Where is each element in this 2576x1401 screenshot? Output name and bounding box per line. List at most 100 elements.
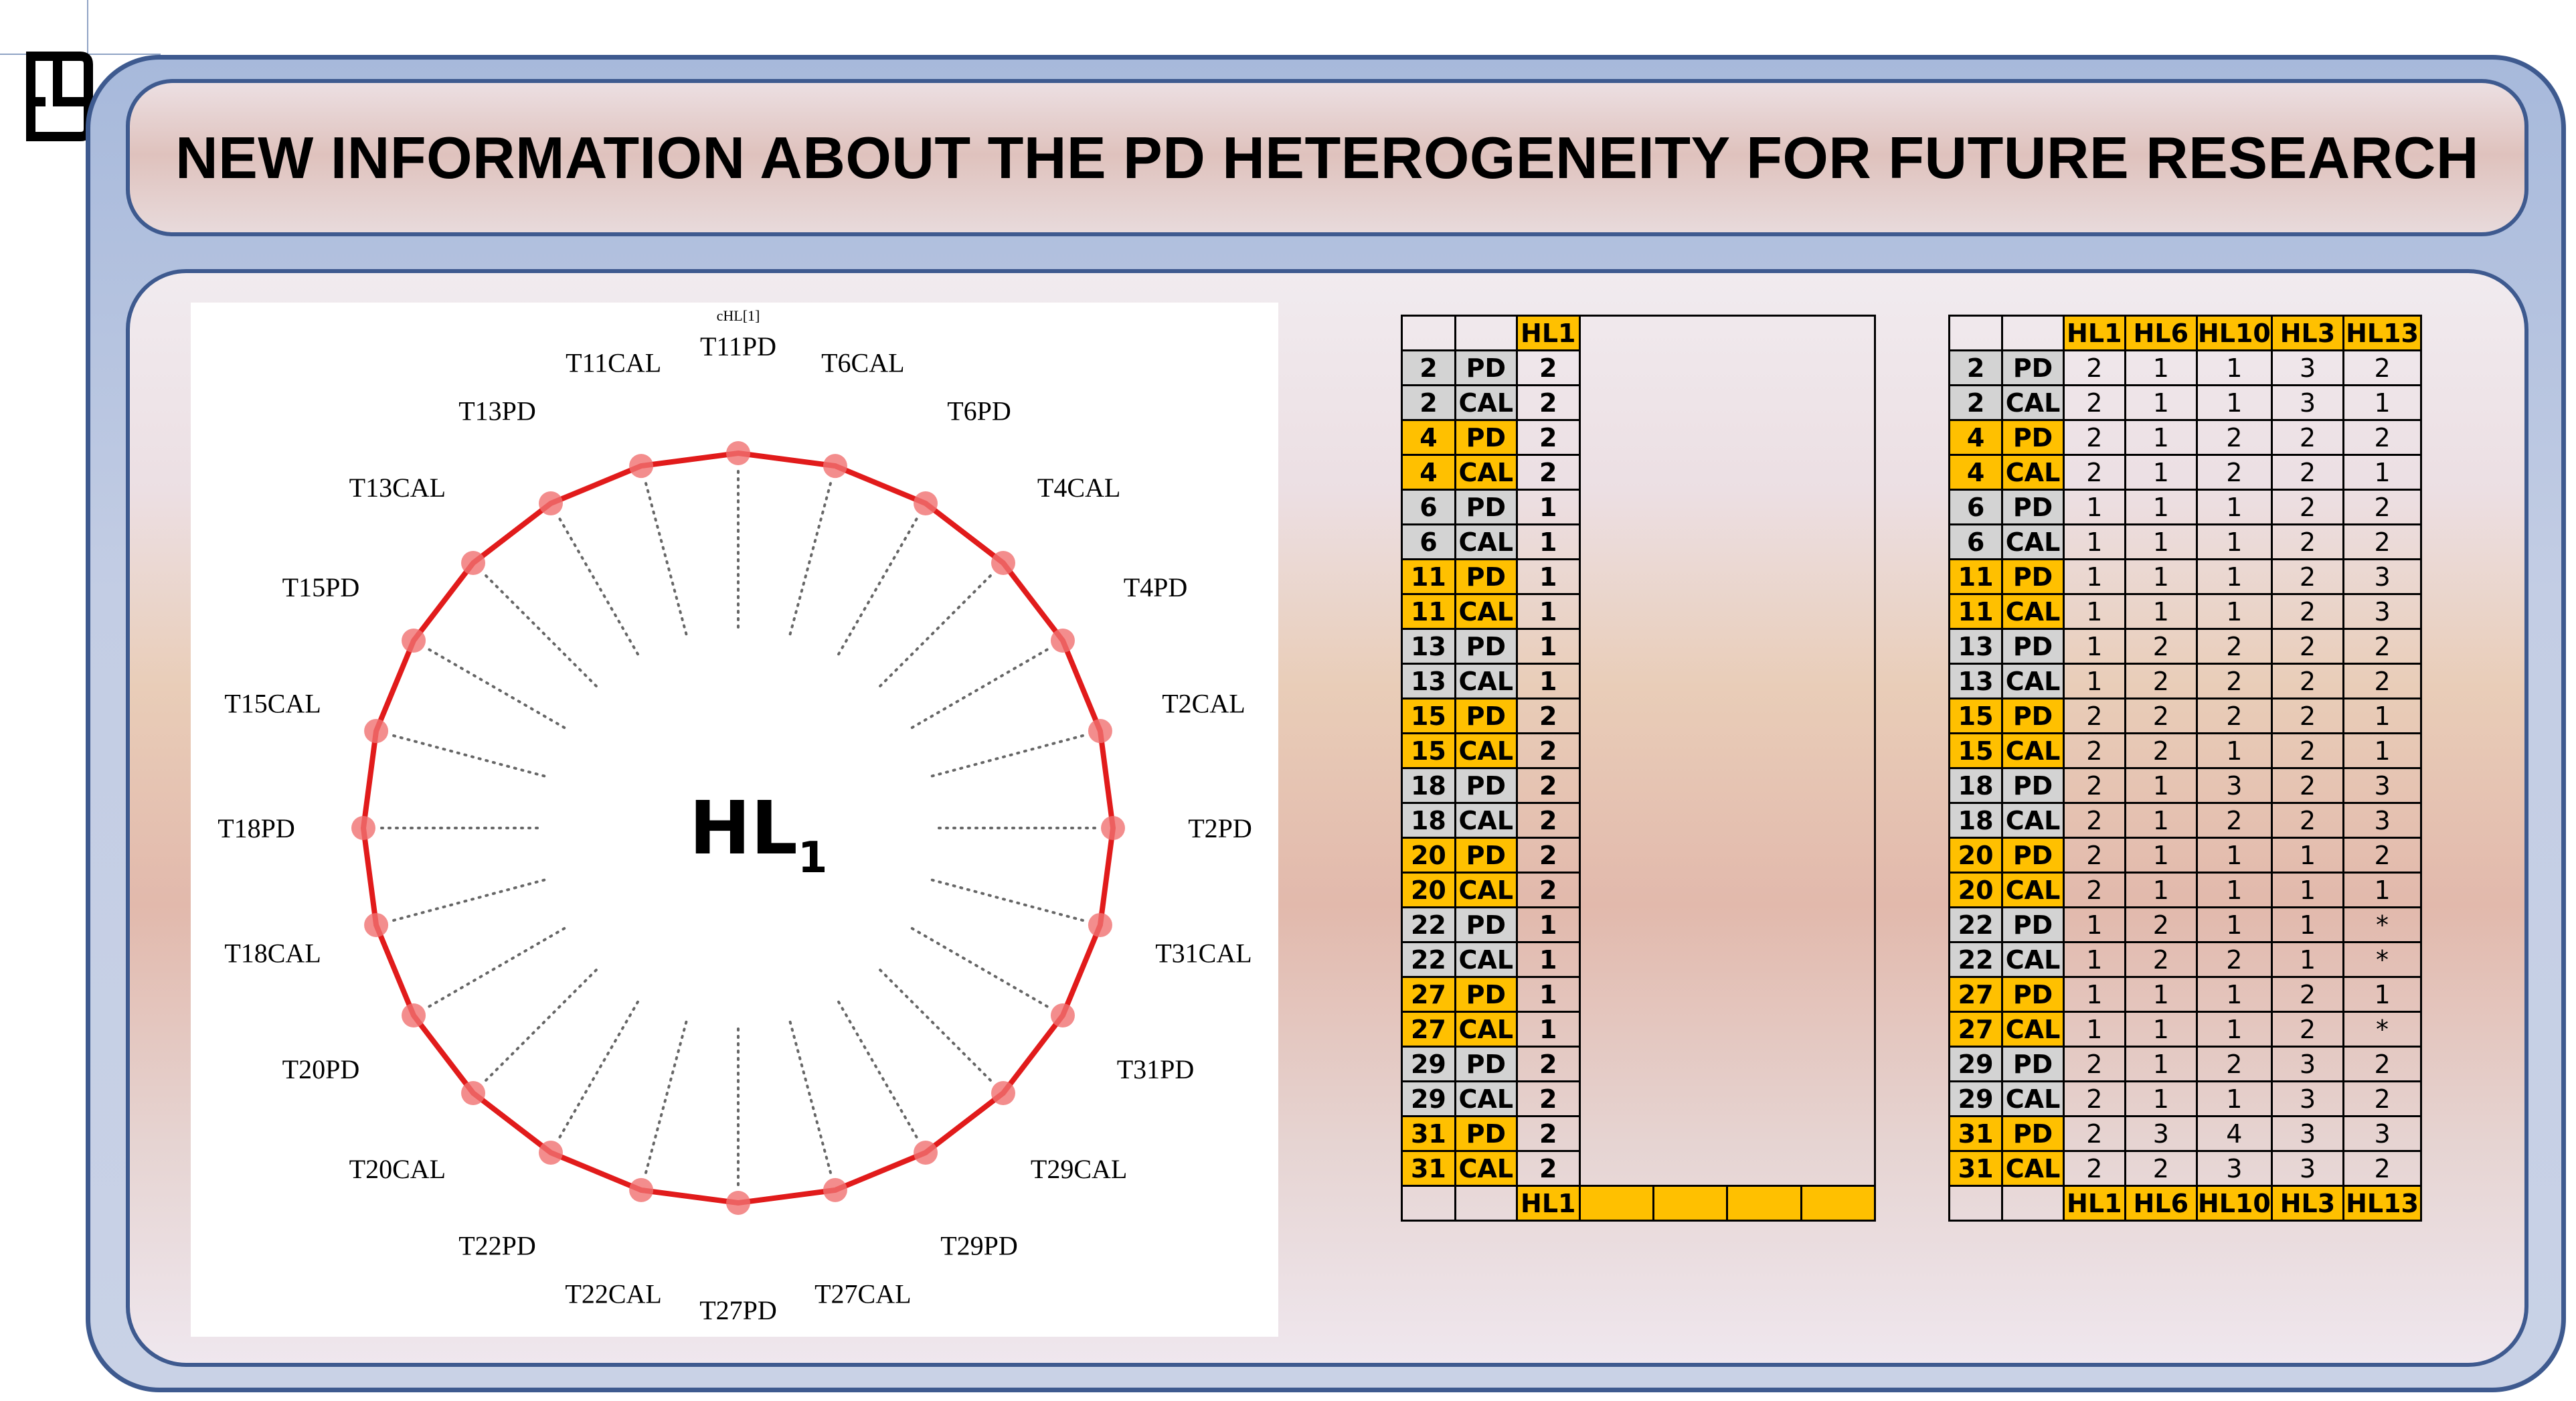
sample-type-cell: CAL	[1454, 802, 1518, 839]
hl-value-cell: 2	[2062, 732, 2126, 769]
table-row: 20 PD 2 1 1 1 2	[1948, 837, 2422, 874]
patient-id-cell: 20	[1401, 837, 1456, 874]
table-row: 11 CAL 1	[1401, 593, 1875, 630]
sample-type-cell: PD	[2001, 489, 2065, 525]
spoke-label: T4CAL	[1037, 473, 1120, 503]
footer-row: HL1 HL6 HL10 HL3 HL13	[1948, 1185, 2422, 1222]
hl-value-cell: 1	[2124, 872, 2198, 908]
hl-value-cell: 1	[2124, 837, 2198, 874]
sample-type-cell: PD	[2001, 349, 2065, 386]
spoke-dotted-line	[424, 927, 566, 1010]
column-footer: HL1	[1515, 1185, 1581, 1222]
hl-value-cell: 3	[2342, 558, 2422, 595]
hl-value-cell: 2	[2124, 941, 2198, 978]
sample-type-cell: PD	[1454, 628, 1518, 665]
sample-type-cell: CAL	[2001, 941, 2065, 978]
patient-id-cell: 18	[1401, 802, 1456, 839]
spoke-label: T13CAL	[349, 473, 446, 503]
sample-type-cell: CAL	[2001, 1150, 2065, 1187]
sample-type-cell: PD	[2001, 767, 2065, 804]
hl1-value-cell: 2	[1515, 384, 1581, 421]
hl-value-cell: 1	[2124, 593, 2198, 630]
hl-value-cell: 2	[2270, 419, 2345, 456]
corner-cell	[1948, 315, 2004, 351]
sample-type-cell: PD	[2001, 558, 2065, 595]
footer-empty-cells	[1578, 1185, 1877, 1222]
patient-id-cell: 2	[1401, 349, 1456, 386]
table-row: 20 CAL 2	[1401, 872, 1875, 908]
hl-value-cell: 2	[2342, 837, 2422, 874]
footer-empty-cell	[1654, 1187, 1729, 1220]
hl-value-cell: 2	[2062, 1150, 2126, 1187]
hl1-value-cell: 1	[1515, 906, 1581, 943]
hl-value-cell: 2	[2124, 1150, 2198, 1187]
table-row: 31 CAL 2	[1401, 1150, 1875, 1187]
hl-value-cell: 1	[2062, 663, 2126, 699]
hl1-value-cell: 1	[1515, 1011, 1581, 1048]
hl-value-cell: 2	[2342, 1080, 2422, 1117]
hl-multi-table: HL1 HL6 HL10 HL3 HL13 2 PD 2 1 1 3 2 2 CAL 2 1 1 3 1 4 PD 2 1 2…	[1948, 315, 2422, 1222]
page-title: NEW INFORMATION ABOUT THE PD HETEROGENEI…	[175, 124, 2479, 191]
hl-value-cell: 1	[2062, 489, 2126, 525]
patient-id-cell: 18	[1948, 767, 2004, 804]
patient-id-cell: 13	[1401, 663, 1456, 699]
sample-type-cell: PD	[1454, 976, 1518, 1013]
table-row: 29 PD 2	[1401, 1046, 1875, 1082]
sample-type-cell: CAL	[2001, 1080, 2065, 1117]
hl-value-cell: 1	[2342, 732, 2422, 769]
hl-value-cell: 3	[2342, 767, 2422, 804]
patient-id-cell: 20	[1401, 872, 1456, 908]
data-point-marker	[629, 1177, 654, 1202]
spoke-label: T29CAL	[1031, 1154, 1127, 1184]
hl1-value-cell: 2	[1515, 767, 1581, 804]
table-row: 31 PD 2 3 4 3 3	[1948, 1115, 2422, 1152]
spoke-label: T31CAL	[1155, 938, 1252, 968]
hl-value-cell: 1	[2195, 837, 2273, 874]
hl-value-cell: 2	[2342, 663, 2422, 699]
hl-value-cell: 1	[2124, 1011, 2198, 1048]
hl1-value-cell: 2	[1515, 349, 1581, 386]
crosshair-vertical-line	[87, 0, 88, 100]
header-row: HL1	[1401, 315, 1877, 1187]
sample-type-cell: PD	[1454, 1046, 1518, 1082]
hl-value-cell: 2	[2270, 593, 2345, 630]
spoke-dotted-line	[910, 927, 1053, 1010]
hl1-value-cell: 2	[1515, 837, 1581, 874]
hl1-value-cell: 2	[1515, 697, 1581, 734]
spoke-dotted-line	[879, 969, 995, 1085]
spoke-dotted-line	[556, 1000, 639, 1143]
table-row: 27 PD 1 1 1 2 1	[1948, 976, 2422, 1013]
hl-value-cell: 1	[2124, 976, 2198, 1013]
column-header: HL1	[2062, 315, 2126, 351]
hl1-value-cell: 2	[1515, 872, 1581, 908]
patient-id-cell: 29	[1401, 1046, 1456, 1082]
data-point-marker	[1088, 912, 1112, 937]
hl1-value-cell: 2	[1515, 1046, 1581, 1082]
sample-type-cell: PD	[2001, 1115, 2065, 1152]
patient-id-cell: 2	[1948, 384, 2004, 421]
spoke-label: T6PD	[947, 396, 1011, 426]
hl-value-cell: 1	[2342, 454, 2422, 491]
patient-id-cell: 31	[1401, 1115, 1456, 1152]
sample-type-cell: PD	[1454, 489, 1518, 525]
spoke-label: T2PD	[1188, 813, 1252, 843]
spoke-label: T13PD	[458, 396, 536, 426]
spoke-label: T11PD	[700, 331, 776, 361]
sample-type-cell: PD	[1454, 837, 1518, 874]
spoke-label: T27CAL	[814, 1279, 911, 1309]
hl-value-cell: 2	[2270, 802, 2345, 839]
sample-type-cell: CAL	[2001, 872, 2065, 908]
sample-type-cell: PD	[2001, 837, 2065, 874]
corner-cell	[1454, 315, 1518, 351]
hl-value-cell: 3	[2124, 1115, 2198, 1152]
table-row: 2 CAL 2	[1401, 384, 1875, 421]
table-row: 27 PD 1	[1401, 976, 1875, 1013]
hl-value-cell: 2	[2342, 1150, 2422, 1187]
data-point-marker	[402, 1003, 426, 1027]
patient-id-cell: 27	[1948, 1011, 2004, 1048]
table-row: 2 PD 2	[1401, 349, 1875, 386]
hl-value-cell: 3	[2342, 1115, 2422, 1152]
footer-empty-cell	[1581, 1187, 1655, 1220]
column-header: HL10	[2195, 315, 2273, 351]
sample-type-cell: CAL	[2001, 384, 2065, 421]
